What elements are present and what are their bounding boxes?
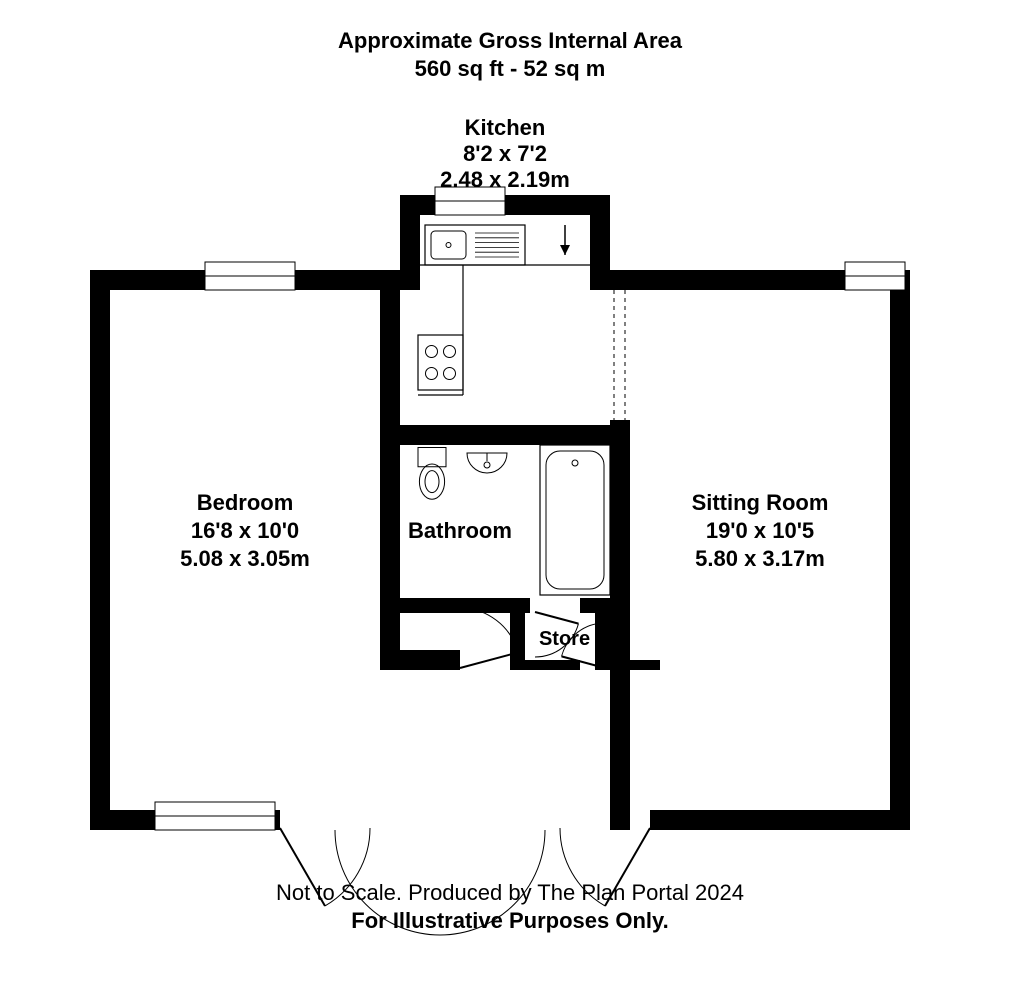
- floorplan-svg: [0, 0, 1020, 982]
- floorplan-canvas: Approximate Gross Internal Area 560 sq f…: [0, 0, 1020, 982]
